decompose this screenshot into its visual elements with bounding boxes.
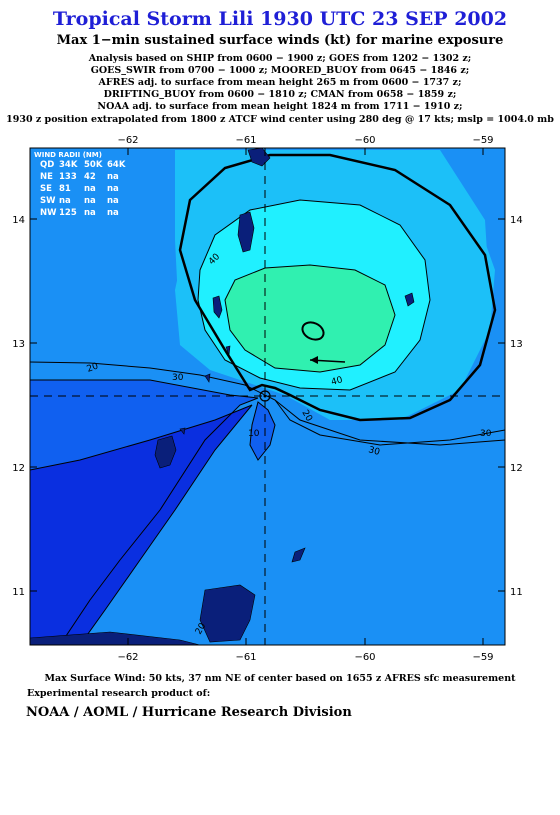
- map-subtitle: Max 1−min sustained surface winds (kt) f…: [56, 33, 504, 48]
- wind-radii-cell: na: [84, 196, 96, 206]
- wind-radii-cell: SE: [40, 184, 52, 194]
- wind-band-10: [30, 405, 252, 645]
- lon-tick-label: −59: [472, 135, 493, 146]
- wind-radii-header: QD: [40, 160, 54, 170]
- contour-label: 40: [330, 375, 344, 388]
- island-carriacou: [179, 427, 186, 435]
- lon-tick-label: −62: [117, 652, 138, 663]
- lat-tick-label: 14: [510, 215, 523, 226]
- wind-radii-header: 64K: [107, 160, 126, 170]
- wind-radii-cell: NE: [40, 172, 53, 182]
- wind-radii-cell: na: [107, 172, 119, 182]
- wind-map: 40 30 20 40 20 10 30 30 20 WIND RADII (N…: [12, 135, 522, 663]
- storm-center-icon: [259, 390, 271, 402]
- wind-radii-cell: na: [107, 196, 119, 206]
- wind-radii-cell: 42: [84, 172, 96, 182]
- experimental-note: Experimental research product of:: [27, 688, 211, 699]
- island-st-lucia: [237, 211, 255, 253]
- analysis-line: DRIFTING_BUOY from 0600 − 1810 z; CMAN f…: [103, 89, 457, 100]
- wind-radii-header: 50K: [84, 160, 103, 170]
- map-title: Tropical Storm Lili 1930 UTC 23 SEP 2002: [52, 8, 508, 30]
- wind-radii-cell: 133: [59, 172, 77, 182]
- contour-label: 30: [172, 373, 184, 383]
- lon-tick-label: −61: [235, 652, 256, 663]
- max-wind-note: Max Surface Wind: 50 kts, 37 nm NE of ce…: [44, 673, 516, 684]
- lon-tick-label: −60: [354, 652, 375, 663]
- contour-34kt: [178, 153, 497, 422]
- axis-labels: −62 −61 −60 −59 −62 −61 −60 −59 14 13 12…: [12, 135, 522, 663]
- wind-radii-cell: 125: [59, 208, 77, 218]
- wind-radii-cell: NW: [40, 208, 57, 218]
- contour-label: 20: [86, 361, 100, 374]
- island-grenadines: [204, 373, 211, 383]
- island-barbados: [404, 292, 415, 307]
- contour-label-group: 40 30 20 40 20 10 30 30 20: [86, 252, 492, 637]
- lat-tick-label: 11: [12, 587, 25, 598]
- lat-tick-label: 11: [510, 587, 523, 598]
- wind-radii-cell: SW: [40, 196, 56, 206]
- wind-radii-cell: na: [84, 184, 96, 194]
- lat-tick-label: 13: [510, 339, 523, 350]
- island-st-vincent: [212, 295, 223, 319]
- analysis-line: AFRES adj. to surface from mean height 2…: [98, 77, 462, 88]
- tick-marks: [30, 148, 505, 645]
- wind-radii-title: WIND RADII (NM): [34, 151, 102, 159]
- wind-band-low-center: [250, 402, 275, 460]
- lon-tick-label: −60: [354, 135, 375, 146]
- wind-radii-cell: na: [107, 208, 119, 218]
- lon-tick-label: −61: [235, 135, 256, 146]
- max-wind-ellipse: [301, 321, 325, 341]
- contour-label: 10: [248, 429, 260, 439]
- contour-lines: [30, 199, 505, 645]
- motion-arrowhead: [310, 356, 318, 364]
- wind-radii-cell: na: [59, 196, 71, 206]
- wind-radii-header: 34K: [59, 160, 78, 170]
- coast-venezuela: [30, 631, 201, 645]
- analysis-line: Analysis based on SHIP from 0600 − 1900 …: [88, 53, 472, 64]
- lat-tick-label: 12: [510, 463, 523, 474]
- island-grenada: [154, 435, 177, 469]
- organization-name: NOAA / AOML / Hurricane Research Divisio…: [26, 705, 352, 720]
- analysis-line: GOES_SWIR from 0700 − 1000 z; MOORED_BUO…: [90, 65, 470, 76]
- contour-label: 30: [480, 429, 492, 439]
- wind-radii-cell: 81: [59, 184, 71, 194]
- lat-tick-label: 14: [12, 215, 25, 226]
- lon-tick-label: −62: [117, 135, 138, 146]
- storm-center-dot: [263, 394, 267, 398]
- plot-frame: [29, 147, 506, 646]
- wind-radii-cell: na: [107, 184, 119, 194]
- island-tobago: [291, 547, 306, 563]
- lat-tick-label: 12: [12, 463, 25, 474]
- wind-radii-cell: na: [84, 208, 96, 218]
- island-bequia: [225, 345, 231, 356]
- analysis-line: NOAA adj. to surface from mean height 18…: [97, 101, 463, 112]
- lat-tick-label: 13: [12, 339, 25, 350]
- islands: [30, 148, 415, 645]
- wind-radii-table: WIND RADII (NM) QD 34K 50K 64K NE 133 42…: [34, 151, 126, 218]
- contour-label: 30: [367, 445, 381, 458]
- wind-band-core: [225, 265, 395, 372]
- analysis-line: 1930 z position extrapolated from 1800 z…: [6, 114, 554, 125]
- island-trinidad: [199, 584, 256, 643]
- lon-tick-label: −59: [472, 652, 493, 663]
